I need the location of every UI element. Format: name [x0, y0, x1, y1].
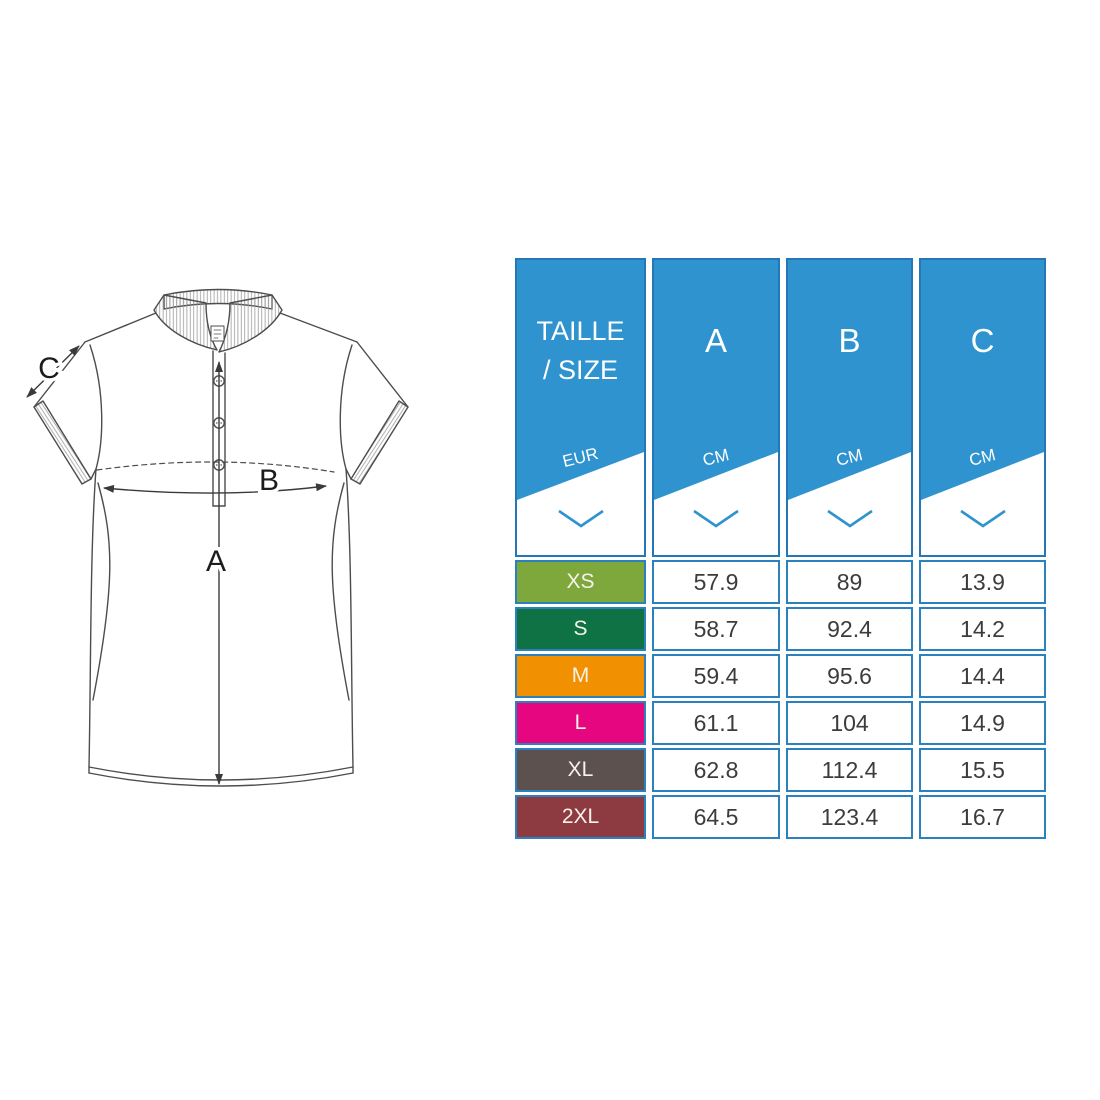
- measurement-arrow-b: [103, 483, 327, 494]
- value-cell: 123.4: [786, 795, 913, 839]
- header-column-a: A CM: [652, 258, 780, 557]
- shirt-outline: [33, 288, 409, 787]
- header-column-c: C CM: [919, 258, 1046, 557]
- value-cell: 57.9: [652, 560, 780, 604]
- chevron-down-icon[interactable]: [557, 509, 605, 529]
- header-column-b: B CM: [786, 258, 913, 557]
- value-cell: 61.1: [652, 701, 780, 745]
- chevron-down-icon[interactable]: [826, 509, 874, 529]
- measurement-arrow-c: [26, 345, 80, 398]
- size-cell-s: S: [515, 607, 646, 651]
- header-blue-background: [654, 260, 778, 500]
- value-cell: 64.5: [652, 795, 780, 839]
- value-cell: 104: [786, 701, 913, 745]
- column-label-a: A: [704, 322, 727, 359]
- value-cell: 95.6: [786, 654, 913, 698]
- chevron-down-icon[interactable]: [692, 509, 740, 529]
- value-cell: 13.9: [919, 560, 1046, 604]
- measure-label-a: A: [206, 545, 226, 578]
- value-cell: 14.4: [919, 654, 1046, 698]
- value-cell: 14.2: [919, 607, 1046, 651]
- left-cuff: [33, 400, 92, 485]
- size-cell-2xl: 2XL: [515, 795, 646, 839]
- value-cell: 89: [786, 560, 913, 604]
- collar-right-flap: [218, 294, 283, 353]
- column-label-c: C: [970, 322, 995, 359]
- value-cell: 14.9: [919, 701, 1046, 745]
- value-cell: 16.7: [919, 795, 1046, 839]
- right-cuff: [350, 400, 409, 485]
- size-table: TAILLE / SIZE EUR A CM B CM C CM XS 5: [515, 258, 1046, 839]
- value-cell: 58.7: [652, 607, 780, 651]
- collar-left-flap: [153, 294, 218, 351]
- size-column-title: TAILLE / SIZE: [536, 316, 625, 386]
- value-cell: 92.4: [786, 607, 913, 651]
- column-label-b: B: [838, 322, 861, 359]
- value-cell: 59.4: [652, 654, 780, 698]
- size-cell-m: M: [515, 654, 646, 698]
- header-blue-background: [921, 260, 1044, 500]
- value-cell: 62.8: [652, 748, 780, 792]
- header-blue-background: [517, 260, 644, 500]
- header-blue-background: [788, 260, 911, 500]
- measurement-arrows: [26, 345, 327, 785]
- value-cell: 15.5: [919, 748, 1046, 792]
- polo-shirt-diagram: A B C: [26, 288, 409, 787]
- measure-label-b: B: [259, 464, 279, 497]
- measure-label-c: C: [38, 352, 60, 385]
- size-cell-l: L: [515, 701, 646, 745]
- brand-label: [210, 325, 225, 342]
- header-size-column: TAILLE / SIZE EUR: [515, 258, 646, 557]
- size-cell-xl: XL: [515, 748, 646, 792]
- size-cell-xs: XS: [515, 560, 646, 604]
- chevron-down-icon[interactable]: [959, 509, 1007, 529]
- value-cell: 112.4: [786, 748, 913, 792]
